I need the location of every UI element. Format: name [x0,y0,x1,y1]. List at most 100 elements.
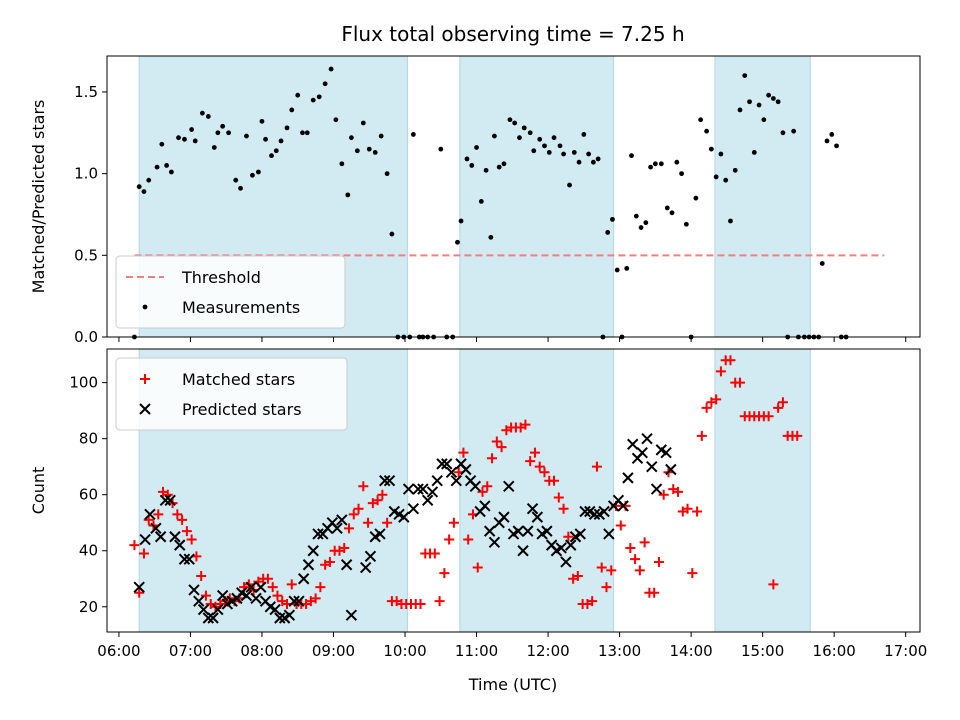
data-point [713,174,719,180]
data-point [295,92,301,98]
data-point [159,141,165,147]
data-point [824,138,830,144]
ratio-panel: 0.0 0.5 1.0 1.5 Matched/Predicted stars Thres… [29,55,921,346]
data-point [412,483,424,495]
data-point [496,442,507,453]
data-point [665,463,677,476]
data-point [146,177,152,183]
data-point [658,489,669,500]
data-point [634,565,645,576]
data-point [464,156,470,162]
data-point [238,185,243,191]
data-point [207,612,219,624]
data-point [606,565,617,576]
data-point [358,481,369,492]
data-point [469,163,475,168]
legend-label: Measurements [182,298,300,317]
data-point [625,542,636,553]
data-point [455,239,460,245]
data-point [398,511,410,523]
data-point [653,556,664,567]
data-point [478,199,484,204]
data-point [188,584,200,596]
data-point [526,503,539,515]
data-point [377,489,388,500]
data-point [725,355,736,366]
data-point [682,503,693,514]
legend-box [115,255,346,329]
data-point [293,595,305,607]
data-point [379,474,391,487]
data-point [426,486,439,498]
data-point [421,494,434,507]
data-point [172,509,183,520]
data-point [701,402,712,413]
x-tick-label: 15:00 [741,642,784,660]
data-point [259,118,265,124]
data-point [482,481,493,492]
data-point [517,135,522,141]
data-point [436,458,448,470]
data-point [704,128,710,134]
data-point [571,149,577,155]
data-point [501,161,507,167]
data-point [438,146,444,152]
data-point [286,579,297,590]
series-dot [132,66,849,340]
count-panel: 06:00 07:00 08:00 09:00 10:00 11:00 12:00 13:00… [29,348,927,660]
data-point [269,153,274,159]
data-point [262,573,273,584]
data-point [624,265,630,271]
data-point [374,528,386,540]
data-point [340,559,353,571]
data-point [345,192,351,198]
data-point [460,463,472,476]
data-point [284,125,290,131]
data-point [498,511,510,523]
data-point [646,460,658,473]
data-point [220,123,226,129]
data-point [588,508,601,521]
data-point [529,447,540,458]
data-point [622,472,634,484]
data-point [561,151,566,157]
plot-frame [106,348,921,633]
plot-frame [106,55,921,338]
y-tick-label: 0.5 [74,246,98,264]
legend-marker [139,403,151,415]
data-point [610,216,615,222]
data-point [728,218,733,224]
data-point [410,132,416,137]
data-point [488,234,494,240]
data-point [245,581,257,593]
data-point [737,107,743,113]
data-point [639,537,650,548]
data-point [474,145,479,150]
data-point [415,598,426,609]
data-point [176,135,181,141]
data-point [144,508,156,521]
data-point [603,528,615,540]
data-point [431,474,443,487]
data-point [742,73,748,79]
data-point [751,149,757,155]
data-point [643,220,649,226]
data-point [250,592,262,605]
data-point [496,164,502,170]
data-point [345,609,358,621]
shaded-interval [714,348,811,633]
data-point [197,603,210,616]
data-point [527,130,533,136]
data-point [200,590,211,601]
data-point [576,159,582,165]
data-point [770,96,776,101]
x-tick-label: 14:00 [670,642,713,660]
data-point [205,114,211,119]
data-point [353,503,364,514]
data-point [525,456,536,467]
data-point [441,458,453,470]
data-point [289,107,295,113]
data-point [650,483,663,495]
legend: Threshold Measurements [115,255,346,329]
data-point [272,590,283,601]
